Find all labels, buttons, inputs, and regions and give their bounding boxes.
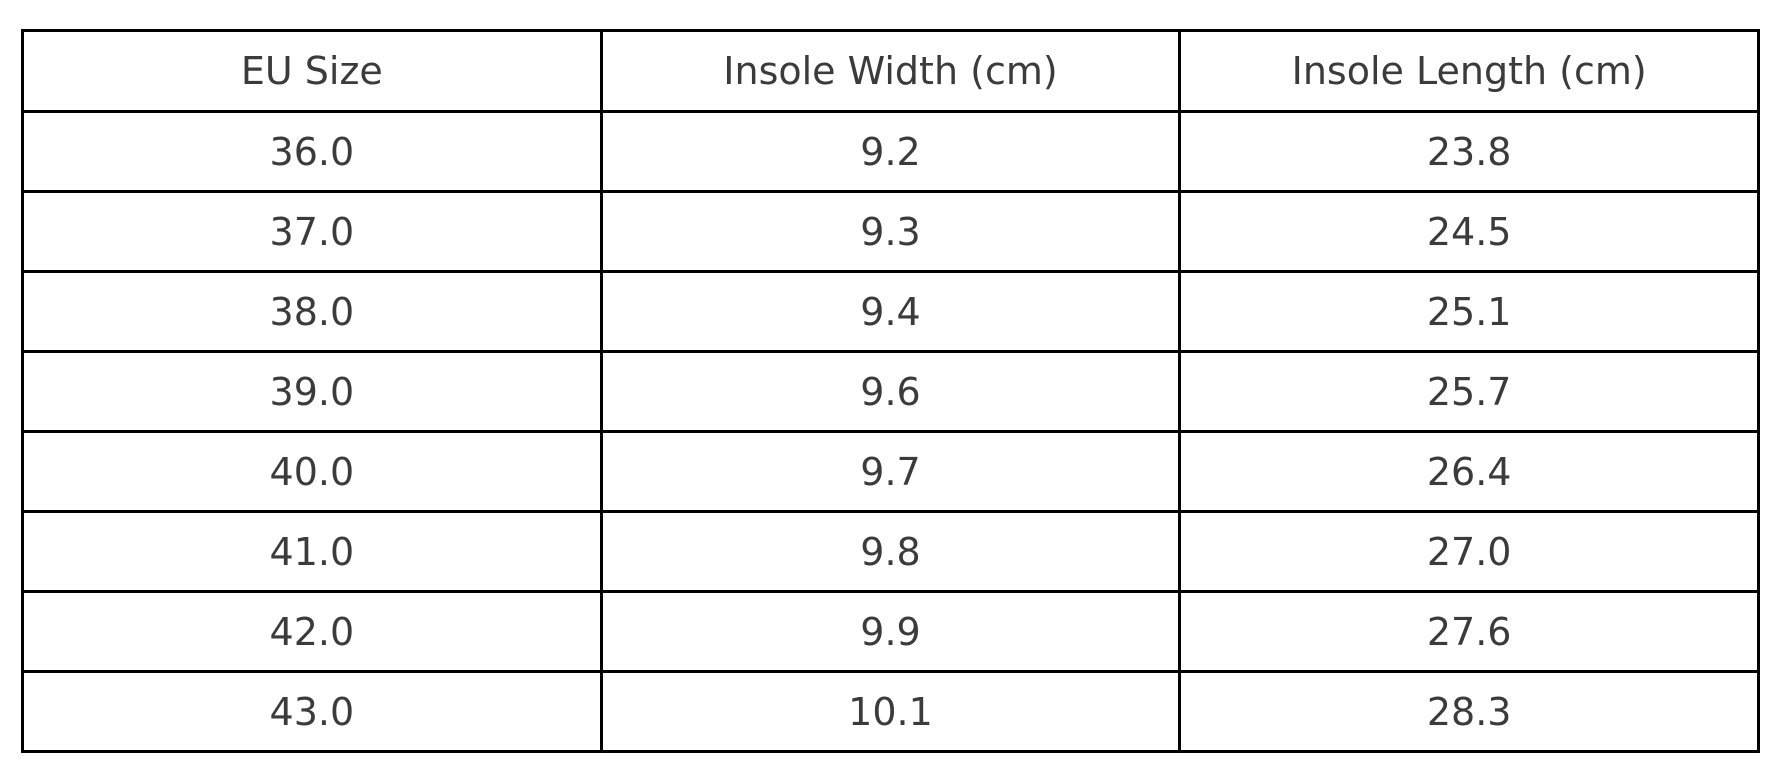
- table-cell-insole-width: 9.2: [599, 110, 1182, 193]
- table-cell-eu-size: 41.0: [21, 510, 603, 593]
- table-row: 43.0 10.1 28.3: [21, 670, 1760, 753]
- header-row: EU Size Insole Width (cm) Insole Length …: [21, 29, 1760, 113]
- table-cell-insole-width: 10.1: [599, 670, 1182, 753]
- column-header-insole-length: Insole Length (cm): [1178, 29, 1760, 113]
- table-cell-eu-size: 36.0: [21, 110, 603, 193]
- table-cell-eu-size: 38.0: [21, 270, 603, 353]
- table-cell-eu-size: 43.0: [21, 670, 603, 753]
- table-row: 39.0 9.6 25.7: [21, 350, 1760, 433]
- table-row: 40.0 9.7 26.4: [21, 430, 1760, 513]
- table-cell-insole-length: 26.4: [1178, 430, 1760, 513]
- table-cell-insole-width: 9.6: [599, 350, 1182, 433]
- table-row: 38.0 9.4 25.1: [21, 270, 1760, 353]
- table-cell-insole-length: 25.7: [1178, 350, 1760, 433]
- table-cell-insole-width: 9.9: [599, 590, 1182, 673]
- column-header-eu-size: EU Size: [21, 29, 603, 113]
- shoe-size-table: EU Size Insole Width (cm) Insole Length …: [21, 29, 1760, 753]
- table-cell-insole-width: 9.3: [599, 190, 1182, 273]
- table-cell-insole-length: 25.1: [1178, 270, 1760, 353]
- table-cell-insole-length: 27.0: [1178, 510, 1760, 593]
- table-cell-insole-length: 27.6: [1178, 590, 1760, 673]
- table-row: 42.0 9.9 27.6: [21, 590, 1760, 673]
- table-cell-eu-size: 37.0: [21, 190, 603, 273]
- table-row: 41.0 9.8 27.0: [21, 510, 1760, 593]
- table-cell-eu-size: 42.0: [21, 590, 603, 673]
- column-header-insole-width: Insole Width (cm): [599, 29, 1182, 113]
- table-body: 36.0 9.2 23.8 37.0 9.3 24.5 38.0 9.4 25.…: [21, 110, 1760, 753]
- table-cell-insole-length: 28.3: [1178, 670, 1760, 753]
- table-cell-insole-width: 9.4: [599, 270, 1182, 353]
- table-cell-insole-width: 9.8: [599, 510, 1182, 593]
- table-cell-insole-length: 23.8: [1178, 110, 1760, 193]
- table-cell-eu-size: 39.0: [21, 350, 603, 433]
- table-cell-insole-length: 24.5: [1178, 190, 1760, 273]
- table-row: 36.0 9.2 23.8: [21, 110, 1760, 193]
- table-cell-insole-width: 9.7: [599, 430, 1182, 513]
- table-row: 37.0 9.3 24.5: [21, 190, 1760, 273]
- size-conversion-table: EU Size Insole Width (cm) Insole Length …: [21, 29, 1760, 753]
- table-cell-eu-size: 40.0: [21, 430, 603, 513]
